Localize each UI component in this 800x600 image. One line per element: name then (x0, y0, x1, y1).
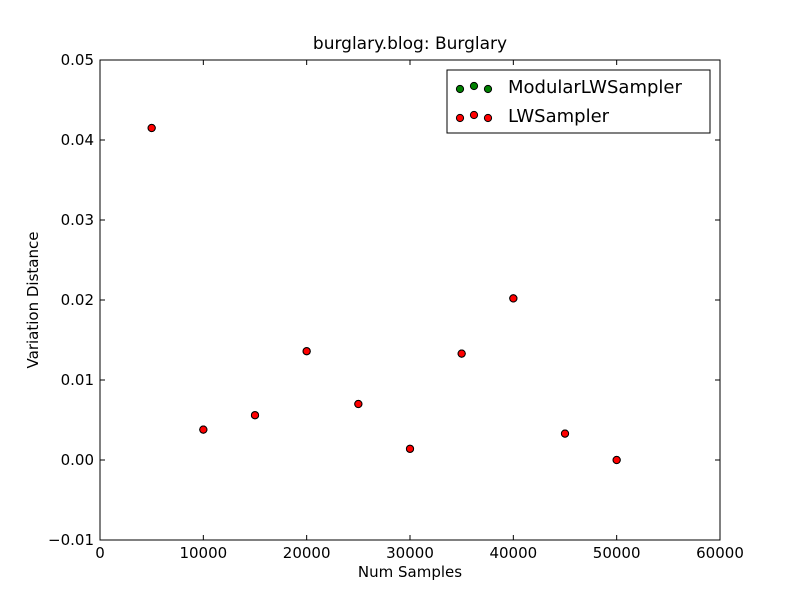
y-axis: −0.01 0.00 0.01 0.02 0.03 0.04 0.05 (48, 51, 720, 549)
legend-marker (483, 84, 493, 94)
data-point-lwsampler (354, 399, 363, 409)
legend-label: LWSampler (508, 106, 610, 127)
data-points (147, 123, 621, 465)
y-tick-label: 0.02 (61, 291, 94, 309)
y-tick-label: 0.01 (61, 371, 94, 389)
data-point-lwsampler (147, 123, 156, 133)
x-tick-label: 50000 (593, 544, 641, 562)
legend-marker (455, 113, 465, 123)
x-tick-label: 30000 (386, 544, 434, 562)
legend-marker (469, 110, 479, 120)
data-point-lwsampler (405, 444, 415, 453)
chart-title: burglary.blog: Burglary (313, 34, 507, 54)
y-tick-label: 0.05 (61, 51, 94, 69)
legend-marker (483, 113, 493, 123)
x-tick-label: 0 (95, 544, 105, 562)
y-tick-label: 0.00 (61, 451, 94, 469)
x-tick-label: 40000 (489, 544, 537, 562)
data-point-lwsampler (199, 425, 208, 434)
legend-box (446, 69, 711, 134)
x-tick-label: 20000 (283, 544, 331, 562)
data-point-lwsampler (302, 347, 311, 356)
x-tick-label: 10000 (179, 544, 227, 562)
y-tick-label: 0.04 (61, 131, 94, 149)
legend-marker (469, 81, 479, 91)
x-tick-label: 60000 (696, 544, 744, 562)
data-point-lwsampler (250, 411, 260, 420)
data-point-lwsampler (457, 349, 466, 358)
data-point-lwsampler (612, 455, 621, 465)
legend-marker (455, 84, 465, 94)
y-axis-label: Variation Distance (24, 232, 42, 369)
legend-label: ModularLWSampler (508, 77, 682, 98)
data-point-lwsampler (560, 429, 570, 438)
data-point-lwsampler (509, 294, 518, 303)
legend: ModularLWSampler LWSampler (446, 69, 711, 134)
y-tick-label: 0.03 (61, 211, 94, 229)
x-axis: 0 10000 20000 30000 40000 50000 60000 (95, 60, 744, 562)
y-tick-label: −0.01 (48, 531, 94, 549)
x-axis-label: Num Samples (358, 563, 462, 581)
